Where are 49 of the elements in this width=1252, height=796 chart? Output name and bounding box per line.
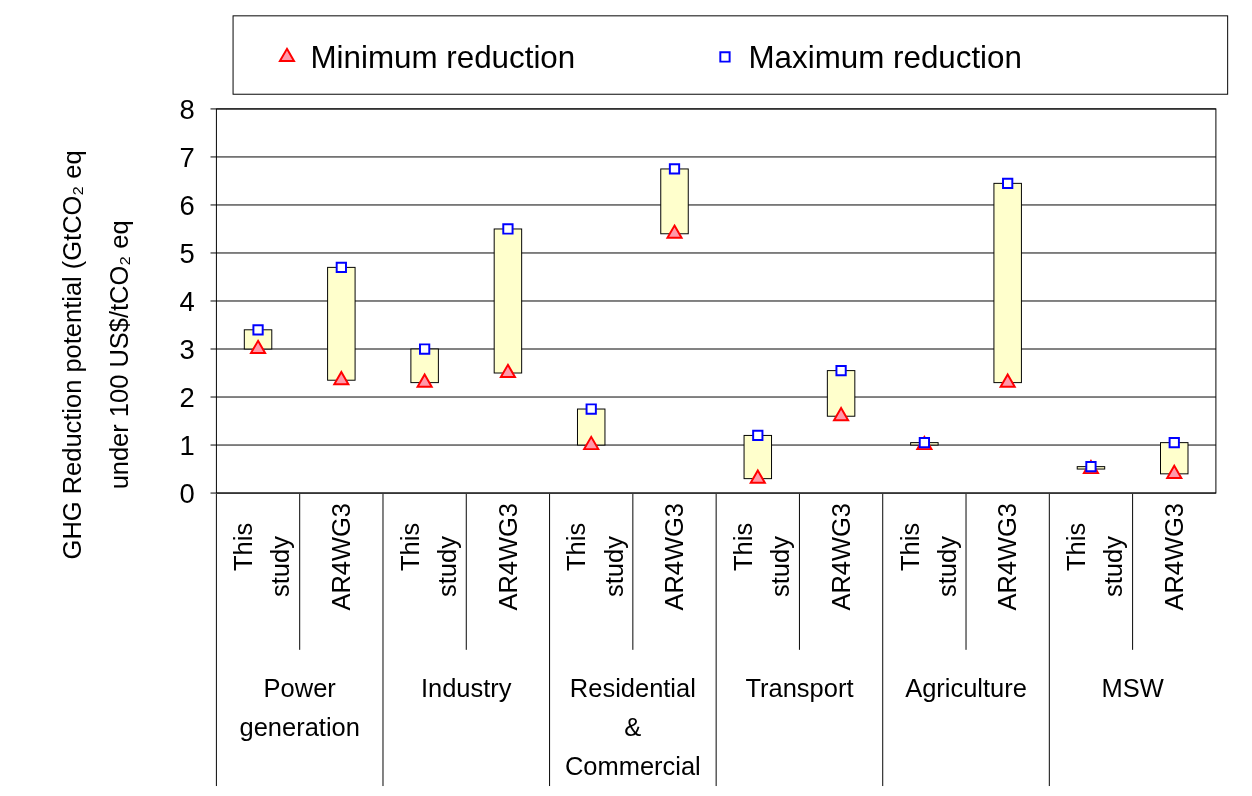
text: Agriculture	[905, 673, 1027, 702]
point	[333, 371, 350, 386]
x-tick-label: AR4WG3	[993, 502, 1022, 611]
point	[835, 364, 847, 377]
point	[583, 435, 600, 451]
point	[752, 429, 764, 442]
x-tick-label: This study	[562, 522, 628, 597]
legend-label: Maximum reduction	[748, 39, 1022, 75]
x-tick-label: AR4WG3	[493, 502, 522, 611]
x-tick-label: This study	[1062, 522, 1128, 597]
text: Power generation	[239, 673, 360, 742]
point	[666, 224, 683, 239]
point	[1168, 437, 1180, 449]
y-axis-title: GHG Reduction potential (GtCO₂ eq under 100 US$/tCO₂ eq	[58, 150, 134, 560]
point	[419, 343, 431, 355]
x-tick-label: AR4WG3	[1160, 502, 1189, 611]
point	[335, 261, 347, 274]
y-tick-label: 5	[179, 237, 195, 269]
x-tick-label: This study	[728, 522, 795, 597]
text: Industry	[420, 673, 512, 702]
text: MSW	[1101, 673, 1164, 702]
point	[749, 469, 766, 484]
point	[502, 223, 514, 235]
y-tick-label: 1	[179, 429, 195, 461]
point	[1166, 464, 1183, 479]
point	[499, 363, 516, 379]
point	[585, 403, 597, 415]
text: Transport	[745, 673, 854, 702]
x-tick-label: AR4WG3	[660, 502, 689, 611]
x-tick-label: This study	[395, 522, 461, 597]
y-tick-label: 8	[179, 93, 195, 125]
point	[999, 373, 1016, 388]
y-tick-label: 4	[179, 285, 195, 317]
point	[416, 373, 433, 388]
x-tick-label: AR4WG3	[327, 502, 356, 611]
point	[1002, 177, 1014, 189]
y-tick-label: 2	[179, 381, 195, 413]
point	[252, 324, 264, 336]
y-tick-label: 7	[179, 141, 195, 173]
x-tick-label: This study	[895, 522, 961, 597]
x-tick-label: AR4WG3	[826, 502, 855, 611]
x-tick-label: This study	[229, 522, 295, 597]
point	[668, 163, 681, 175]
y-tick-label: 0	[179, 477, 195, 509]
y-tick-label: 6	[179, 189, 195, 221]
text: Residential & Commercial	[564, 673, 701, 781]
legend-label: Minimum reduction	[310, 39, 576, 75]
y-tick-label: 3	[179, 333, 195, 365]
point	[833, 407, 850, 422]
